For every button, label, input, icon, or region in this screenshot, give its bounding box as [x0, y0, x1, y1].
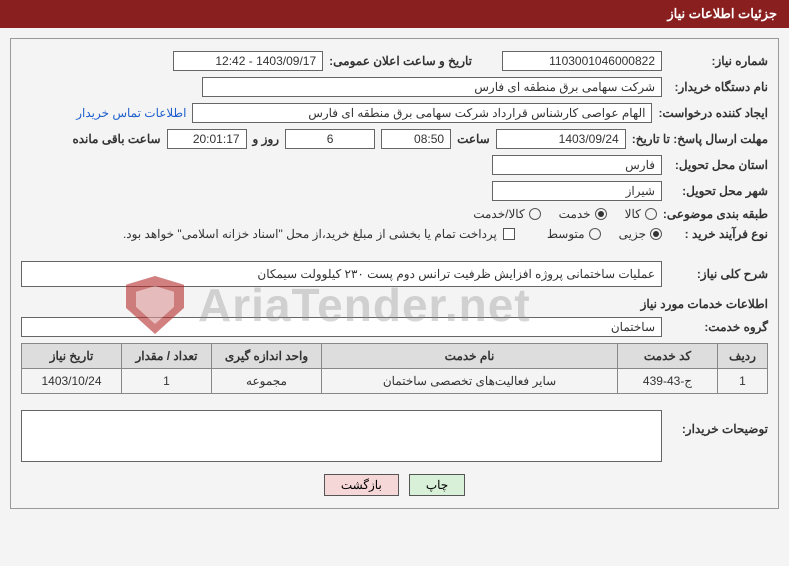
th-unit: واحد اندازه گیری [212, 344, 322, 369]
page-title: جزئیات اطلاعات نیاز [667, 6, 777, 21]
process-label: نوع فرآیند خرید : [668, 227, 768, 241]
row-need-no: شماره نیاز: 1103001046000822 تاریخ و ساع… [21, 51, 768, 71]
radio-medium[interactable]: متوسط [547, 227, 601, 241]
row-deadline: مهلت ارسال پاسخ: تا تاریخ: 1403/09/24 سا… [21, 129, 768, 149]
deadline-time: 08:50 [381, 129, 451, 149]
radio-circle-icon [589, 228, 601, 240]
radio-service-label: خدمت [559, 207, 591, 221]
province-label: استان محل تحویل: [668, 158, 768, 172]
deadline-date: 1403/09/24 [496, 129, 626, 149]
page-container: جزئیات اطلاعات نیاز شماره نیاز: 11030010… [0, 0, 789, 509]
need-no-label: شماره نیاز: [668, 54, 768, 68]
cell-name: سایر فعالیت‌های تخصصی ساختمان [322, 369, 618, 394]
desc-label: شرح کلی نیاز: [668, 267, 768, 281]
payment-note: پرداخت تمام یا بخشی از مبلغ خرید،از محل … [123, 227, 497, 241]
row-desc: شرح کلی نیاز: عملیات ساختمانی پروژه افزا… [21, 261, 768, 287]
category-radio-group: کالا خدمت کالا/خدمت [473, 207, 657, 221]
back-button[interactable]: بازگشت [324, 474, 399, 496]
contact-link[interactable]: اطلاعات تماس خریدار [76, 106, 186, 120]
buyer-notes-box [21, 410, 662, 462]
announce-value: 1403/09/17 - 12:42 [173, 51, 323, 71]
days-and-label: روز و [253, 132, 280, 146]
row-city: شهر محل تحویل: شیراز [21, 181, 768, 201]
row-buyer-org: نام دستگاه خریدار: شرکت سهامی برق منطقه … [21, 77, 768, 97]
payment-checkbox[interactable] [503, 228, 515, 240]
button-row: چاپ بازگشت [21, 474, 768, 496]
radio-goods[interactable]: کالا [625, 207, 657, 221]
radio-minor[interactable]: جزیی [619, 227, 662, 241]
need-no-value: 1103001046000822 [502, 51, 662, 71]
buyer-org-value: شرکت سهامی برق منطقه ای فارس [202, 77, 662, 97]
row-category: طبقه بندی موضوعی: کالا خدمت کالا/خدمت [21, 207, 768, 221]
cell-date: 1403/10/24 [22, 369, 122, 394]
radio-minor-label: جزیی [619, 227, 646, 241]
city-value: شیراز [492, 181, 662, 201]
row-province: استان محل تحویل: فارس [21, 155, 768, 175]
row-notes: توضیحات خریدار: [21, 404, 768, 462]
radio-goods-label: کالا [625, 207, 641, 221]
time-label: ساعت [457, 132, 490, 146]
radio-circle-checked-icon [650, 228, 662, 240]
province-value: فارس [492, 155, 662, 175]
print-button[interactable]: چاپ [409, 474, 465, 496]
deadline-label: مهلت ارسال پاسخ: تا تاریخ: [632, 132, 768, 146]
table-row: 1 ج-43-439 سایر فعالیت‌های تخصصی ساختمان… [22, 369, 768, 394]
radio-service[interactable]: خدمت [559, 207, 607, 221]
buyer-notes-label: توضیحات خریدار: [668, 404, 768, 436]
th-qty: تعداد / مقدار [122, 344, 212, 369]
row-requester: ایجاد کننده درخواست: الهام عواصی کارشناس… [21, 103, 768, 123]
process-radio-group: جزیی متوسط [547, 227, 662, 241]
table-header-row: ردیف کد خدمت نام خدمت واحد اندازه گیری ت… [22, 344, 768, 369]
group-value: ساختمان [21, 317, 662, 337]
requester-label: ایجاد کننده درخواست: [658, 106, 768, 120]
cell-qty: 1 [122, 369, 212, 394]
radio-both[interactable]: کالا/خدمت [473, 207, 540, 221]
main-panel: شماره نیاز: 1103001046000822 تاریخ و ساع… [10, 38, 779, 509]
buyer-org-label: نام دستگاه خریدار: [668, 80, 768, 94]
announce-label: تاریخ و ساعت اعلان عمومی: [329, 54, 472, 68]
cell-unit: مجموعه [212, 369, 322, 394]
services-section-title: اطلاعات خدمات مورد نیاز [21, 297, 768, 311]
remain-suffix: ساعت باقی مانده [72, 132, 160, 146]
group-label: گروه خدمت: [668, 320, 768, 334]
days-remain: 6 [285, 129, 375, 149]
radio-medium-label: متوسط [547, 227, 585, 241]
radio-circle-icon [645, 208, 657, 220]
row-group: گروه خدمت: ساختمان [21, 317, 768, 337]
th-name: نام خدمت [322, 344, 618, 369]
category-label: طبقه بندی موضوعی: [663, 207, 768, 221]
desc-value: عملیات ساختمانی پروژه افزایش ظرفیت ترانس… [21, 261, 662, 287]
count-time: 20:01:17 [167, 129, 247, 149]
page-title-bar: جزئیات اطلاعات نیاز [0, 0, 789, 28]
radio-circle-checked-icon [595, 208, 607, 220]
cell-row: 1 [718, 369, 768, 394]
city-label: شهر محل تحویل: [668, 184, 768, 198]
th-code: کد خدمت [618, 344, 718, 369]
services-table: ردیف کد خدمت نام خدمت واحد اندازه گیری ت… [21, 343, 768, 394]
th-row: ردیف [718, 344, 768, 369]
th-date: تاریخ نیاز [22, 344, 122, 369]
radio-both-label: کالا/خدمت [473, 207, 524, 221]
radio-circle-icon [529, 208, 541, 220]
cell-code: ج-43-439 [618, 369, 718, 394]
row-process: نوع فرآیند خرید : جزیی متوسط پرداخت تمام… [21, 227, 768, 241]
requester-value: الهام عواصی کارشناس قرارداد شرکت سهامی ب… [192, 103, 652, 123]
